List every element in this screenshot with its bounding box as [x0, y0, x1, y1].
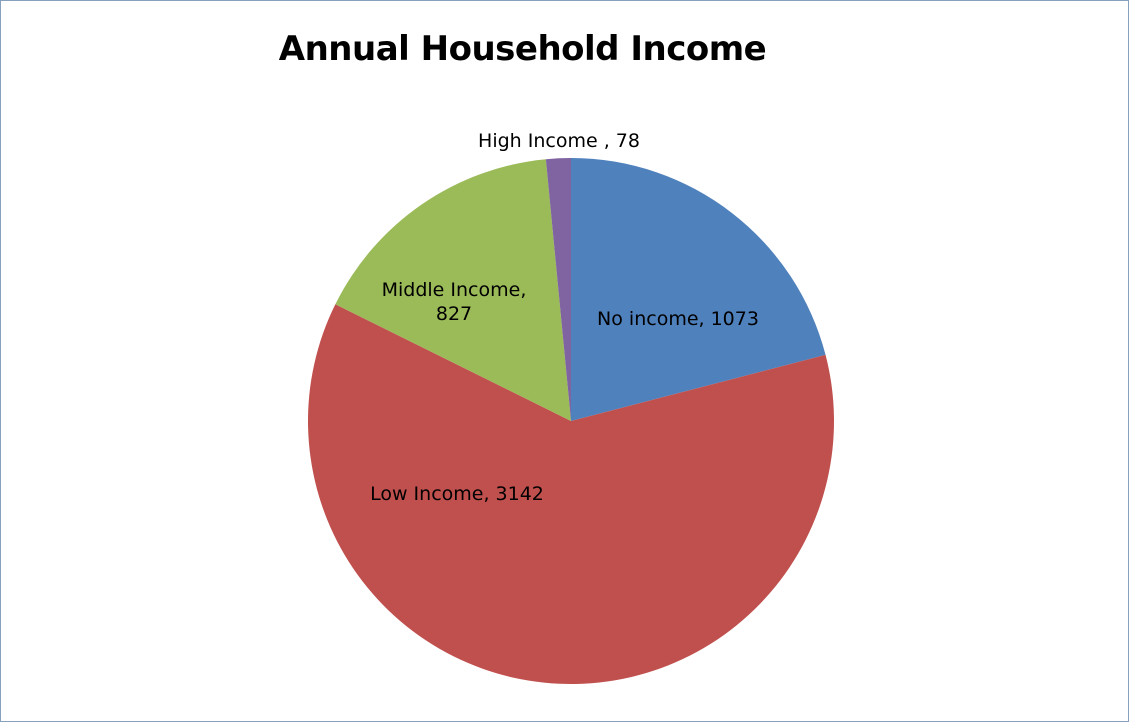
- pie-label-middle-income: Middle Income, 827: [382, 279, 527, 325]
- pie-label-line: No income, 1073: [597, 308, 759, 330]
- pie-label-line: Middle Income,: [382, 279, 527, 301]
- pie-slice-middle-income: [335, 159, 571, 421]
- pie-label-line: High Income , 78: [478, 130, 640, 152]
- pie-slice-no-income: [571, 158, 826, 421]
- pie-label-low-income: Low Income, 3142: [370, 483, 544, 505]
- pie-label-line: Low Income, 3142: [370, 483, 544, 505]
- pie-label-high-income: High Income , 78: [478, 130, 640, 152]
- pie-label-no-income: No income, 1073: [597, 308, 759, 330]
- pie-labels: No income, 1073 Low Income, 3142 Middle In…: [370, 130, 759, 505]
- pie-slice-low-income: [308, 304, 834, 685]
- pie-label-line: 827: [436, 303, 472, 325]
- pie-slices: [308, 158, 834, 685]
- pie-slice-high-income: [545, 158, 571, 421]
- chart-title: Annual Household Income: [278, 29, 767, 69]
